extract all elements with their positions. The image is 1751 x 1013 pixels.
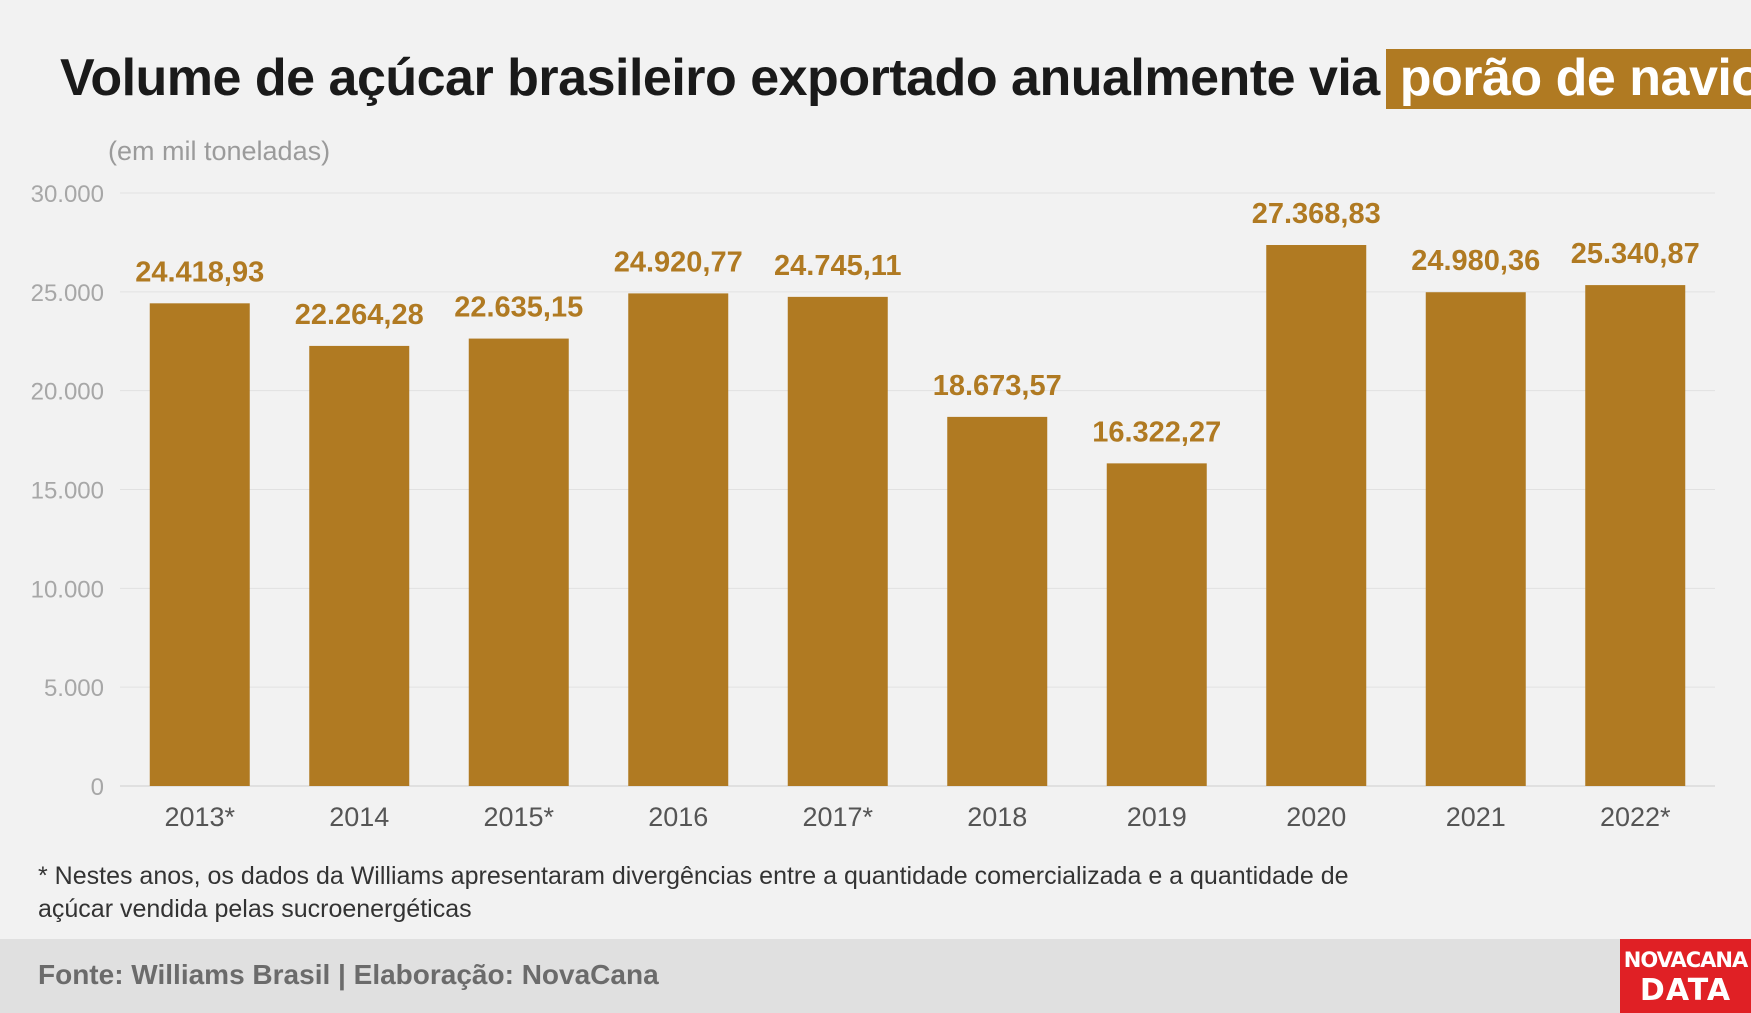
x-tick-label: 2019	[1127, 802, 1187, 832]
y-tick-label: 0	[91, 774, 104, 801]
x-tick-label: 2015*	[483, 802, 554, 832]
bar-value-label: 24.920,77	[614, 246, 743, 278]
chart-title-main: Volume de açúcar brasileiro exportado an…	[60, 49, 1380, 107]
bar-chart: 0 5.000 10.000 15.000 20.000 25.000 30.000 24.…	[31, 181, 1715, 832]
bar-value-label: 18.673,57	[933, 370, 1062, 402]
y-tick-label: 30.000	[31, 181, 104, 208]
bar	[1266, 245, 1367, 786]
bar	[787, 296, 888, 786]
y-tick-label: 15.000	[31, 478, 104, 505]
y-tick-label: 20.000	[31, 379, 104, 406]
bar-value-label: 27.368,83	[1252, 198, 1381, 230]
source-credit: Fonte: Williams Brasil | Elaboração: Nov…	[38, 959, 659, 990]
unit-label: (em mil toneladas)	[108, 136, 331, 166]
bar-value-label: 22.635,15	[454, 292, 583, 324]
bar-value-label: 24.745,11	[774, 250, 901, 282]
novacana-data-logo: NOVACANA DATA	[1620, 939, 1751, 1013]
x-tick-label: 2016	[648, 802, 708, 832]
bar	[1425, 292, 1526, 786]
footnote: * Nestes anos, os dados da Williams apre…	[38, 862, 1349, 923]
x-tick-label: 2022*	[1600, 802, 1671, 832]
x-tick-label: 2017*	[802, 802, 873, 832]
value-labels: 24.418,93 22.264,28 22.635,15 24.920,77 24.7…	[135, 198, 1700, 448]
bar	[1585, 285, 1686, 786]
y-tick-label: 10.000	[31, 576, 104, 603]
bar-value-label: 25.340,87	[1571, 238, 1700, 270]
bar-value-label: 16.322,27	[1092, 416, 1221, 448]
bar-value-label: 24.980,36	[1411, 245, 1540, 277]
bars	[149, 245, 1686, 786]
bar	[628, 293, 729, 786]
bar	[309, 345, 410, 786]
y-tick-label: 5.000	[44, 675, 104, 702]
x-axis-ticks: 2013* 2014 2015* 2016 2017* 2018 2019 2020 2021 2…	[164, 802, 1671, 832]
logo-line1: NOVACANA	[1623, 948, 1748, 972]
x-tick-label: 2018	[967, 802, 1027, 832]
bar-value-label: 22.264,28	[295, 299, 424, 331]
y-axis-ticks: 0 5.000 10.000 15.000 20.000 25.000 30.000	[31, 181, 104, 801]
bar	[1106, 463, 1207, 786]
x-tick-label: 2013*	[164, 802, 235, 832]
bar-value-label: 24.418,93	[135, 256, 264, 288]
bar	[947, 416, 1048, 786]
y-tick-label: 25.000	[31, 280, 104, 307]
x-tick-label: 2020	[1286, 802, 1346, 832]
chart-title-highlight: porão de navio	[1385, 49, 1751, 109]
chart-title: Volume de açúcar brasileiro exportado an…	[60, 48, 1751, 109]
x-tick-label: 2021	[1446, 802, 1506, 832]
footer-bar: Fonte: Williams Brasil | Elaboração: Nov…	[0, 939, 1751, 1013]
logo-line2: DATA	[1639, 973, 1732, 1008]
bar	[468, 338, 569, 786]
bar	[149, 303, 250, 786]
x-tick-label: 2014	[329, 802, 389, 832]
